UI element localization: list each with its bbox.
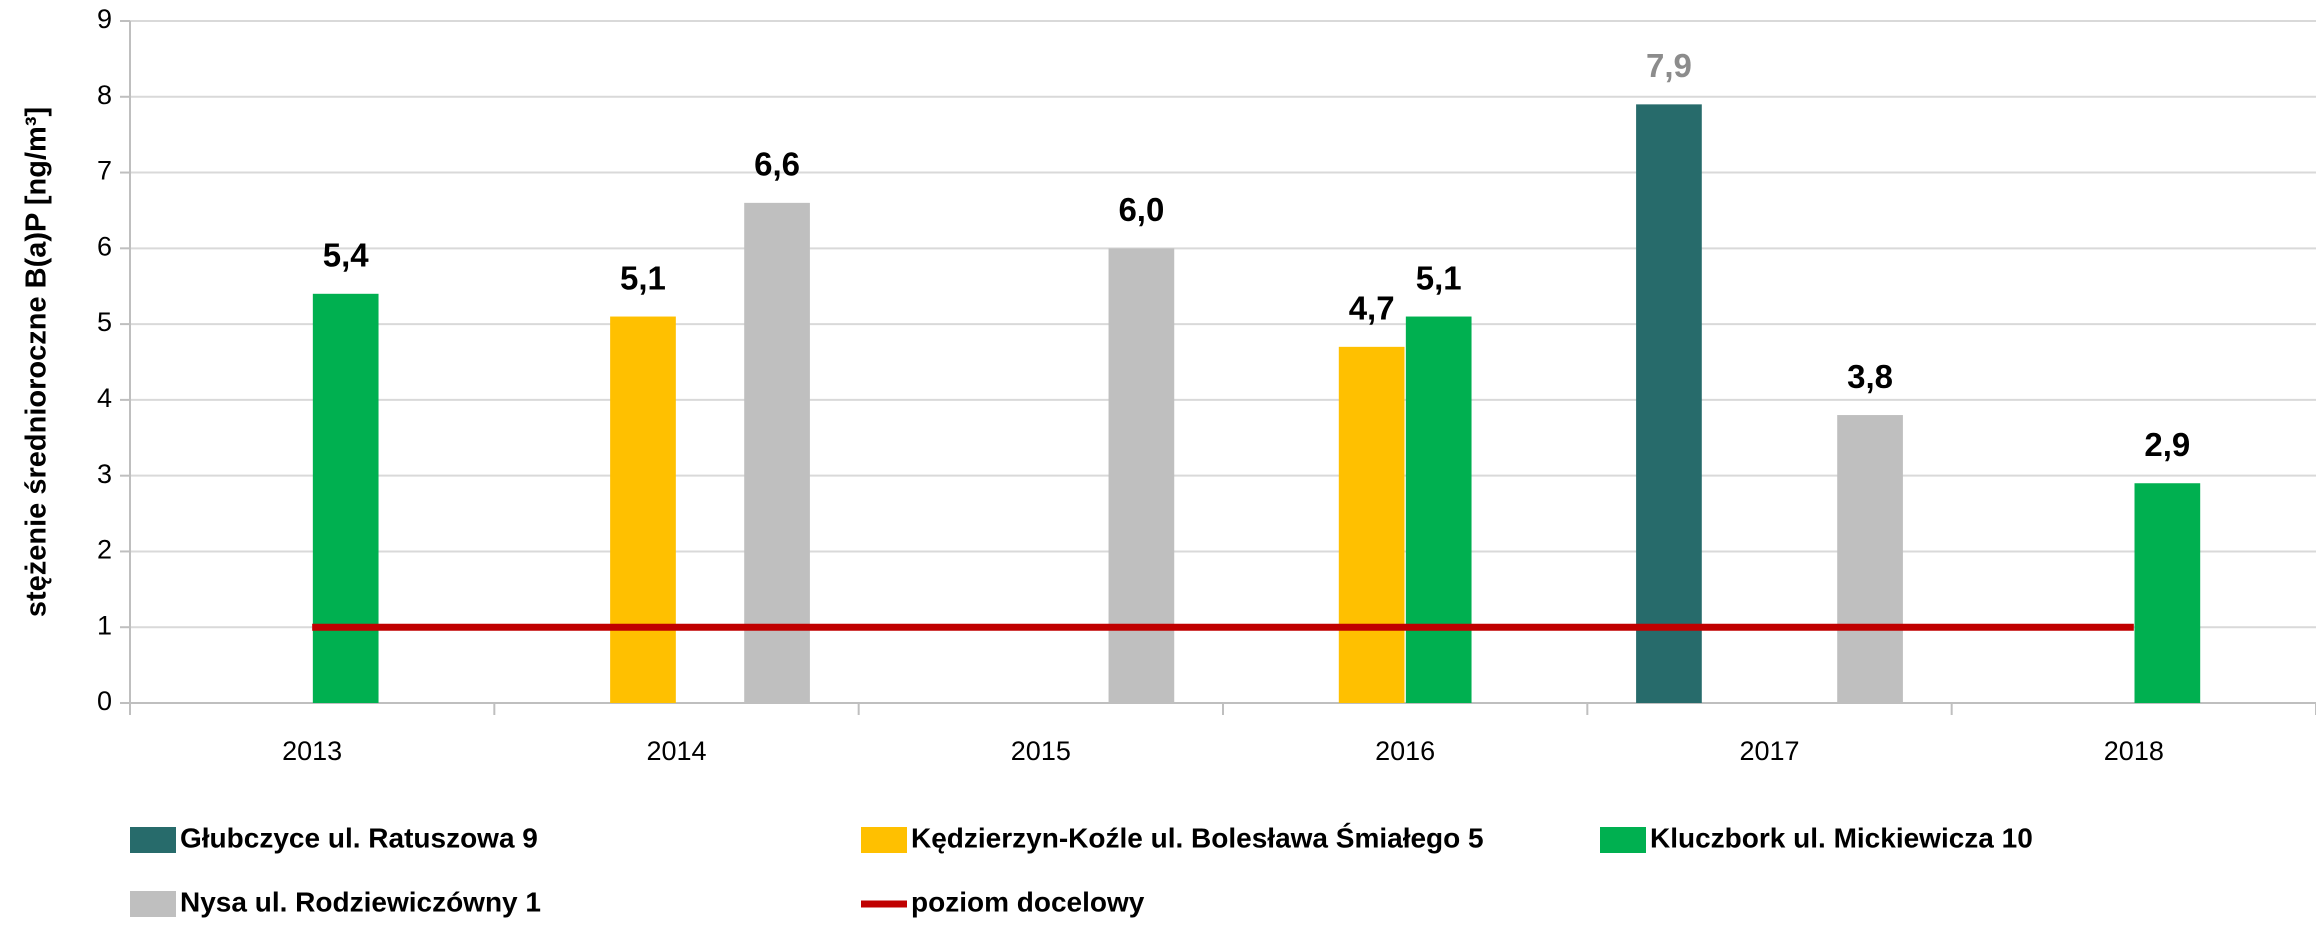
legend-label: Nysa ul. Rodziewiczówny 1 xyxy=(180,886,541,917)
data-label: 5,1 xyxy=(620,259,666,296)
bar xyxy=(312,293,379,703)
data-label: 3,8 xyxy=(1847,358,1893,395)
x-tick-label: 2014 xyxy=(646,736,706,766)
legend-swatch xyxy=(130,827,176,853)
y-tick-label: 2 xyxy=(97,535,112,565)
legend-label: Kluczbork ul. Mickiewicza 10 xyxy=(1650,822,2033,853)
data-label: 4,7 xyxy=(1349,290,1395,327)
bar xyxy=(744,202,810,703)
x-tick-label: 2015 xyxy=(1011,736,1071,766)
y-tick-label: 6 xyxy=(97,231,112,261)
data-label: 5,4 xyxy=(323,237,370,274)
y-tick-label: 5 xyxy=(97,307,112,337)
data-label: 6,6 xyxy=(754,146,800,183)
y-tick-label: 1 xyxy=(97,610,112,640)
data-label: 7,9 xyxy=(1646,47,1692,84)
bar xyxy=(1636,104,1702,704)
bar xyxy=(2134,483,2201,703)
y-tick-label: 8 xyxy=(97,80,112,110)
legend-swatch xyxy=(130,891,176,917)
y-tick-label: 7 xyxy=(97,156,112,186)
legend-swatch xyxy=(1600,827,1646,853)
x-tick-label: 2017 xyxy=(1739,736,1799,766)
legend-label: poziom docelowy xyxy=(911,886,1145,917)
y-tick-label: 4 xyxy=(97,383,112,413)
data-label: 2,9 xyxy=(2144,426,2190,463)
bar xyxy=(610,316,676,703)
data-label: 6,0 xyxy=(1118,191,1164,228)
y-axis-label: stężenie średnioroczne B(a)P [ng/m³] xyxy=(21,107,53,617)
x-tick-label: 2018 xyxy=(2104,736,2164,766)
x-tick-label: 2016 xyxy=(1375,736,1435,766)
y-tick-label: 0 xyxy=(97,686,112,716)
bar xyxy=(1837,415,1903,703)
bar xyxy=(1108,248,1175,704)
legend-label: Kędzierzyn-Koźle ul. Bolesława Śmiałego … xyxy=(911,822,1484,853)
x-tick-label: 2013 xyxy=(282,736,342,766)
y-tick-label: 9 xyxy=(97,4,112,34)
bar xyxy=(1338,346,1405,703)
legend-label: Głubczyce ul. Ratuszowa 9 xyxy=(180,822,538,853)
bar xyxy=(1405,316,1472,703)
data-label: 5,1 xyxy=(1416,259,1462,296)
y-tick-label: 3 xyxy=(97,459,112,489)
legend-swatch xyxy=(861,827,907,853)
